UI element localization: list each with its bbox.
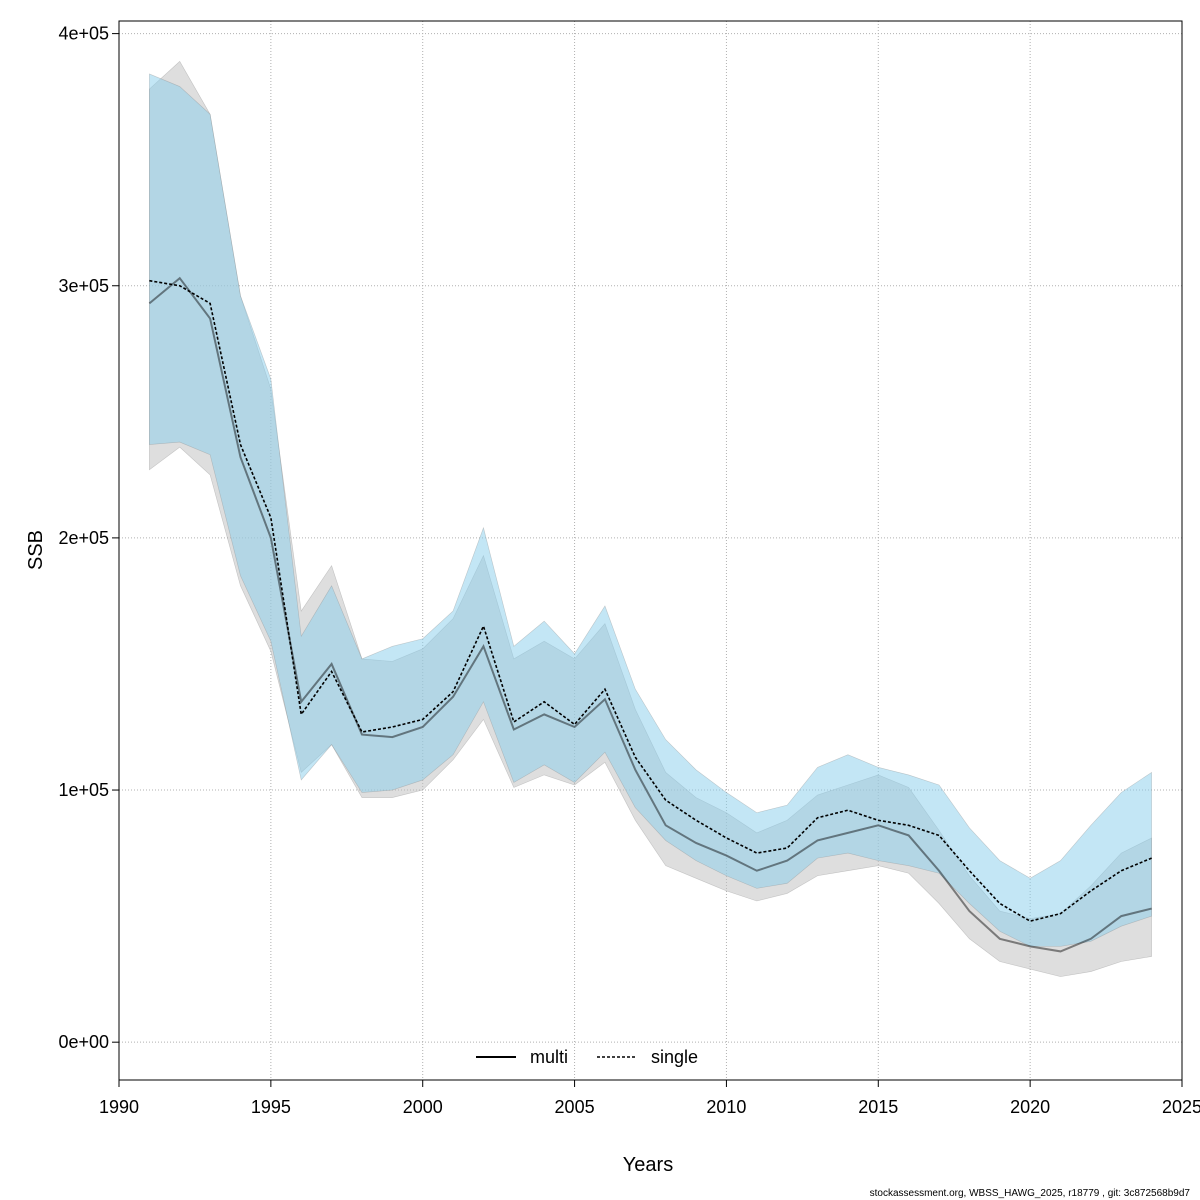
x-tick-label: 2020 bbox=[1010, 1097, 1050, 1117]
y-tick-label: 1e+05 bbox=[58, 780, 109, 800]
y-tick-label: 0e+00 bbox=[58, 1032, 109, 1052]
series-lines bbox=[148, 276, 1152, 953]
series-line-single bbox=[149, 279, 1152, 923]
y-tick-label: 4e+05 bbox=[58, 24, 109, 44]
x-axis-title: Years bbox=[623, 1154, 673, 1176]
x-tick-label: 2025 bbox=[1162, 1097, 1200, 1117]
confidence-bands bbox=[149, 60, 1152, 977]
legend-label-multi: multi bbox=[530, 1047, 568, 1067]
x-tick-label: 2015 bbox=[858, 1097, 898, 1117]
legend: multi single bbox=[476, 1047, 698, 1067]
x-tick-label: 2000 bbox=[403, 1097, 443, 1117]
x-tick-label: 1995 bbox=[251, 1097, 291, 1117]
confidence-band-single bbox=[149, 73, 1152, 947]
x-tick-label: 1990 bbox=[99, 1097, 139, 1117]
footer-text: stockassessment.org, WBSS_HAWG_2025, r18… bbox=[870, 1188, 1191, 1199]
x-tick-label: 2010 bbox=[706, 1097, 746, 1117]
confidence-band-multi bbox=[149, 60, 1152, 977]
x-tick-label: 2005 bbox=[555, 1097, 595, 1117]
y-tick-label: 3e+05 bbox=[58, 276, 109, 296]
axes: 1990 1995 2000 2005 2010 2015 2020 2025 0e+00 1e+… bbox=[58, 24, 1200, 1117]
y-tick-label: 2e+05 bbox=[58, 528, 109, 548]
y-axis-title: SSB bbox=[25, 530, 47, 570]
series-line-multi bbox=[148, 276, 1152, 953]
legend-label-single: single bbox=[651, 1047, 698, 1067]
